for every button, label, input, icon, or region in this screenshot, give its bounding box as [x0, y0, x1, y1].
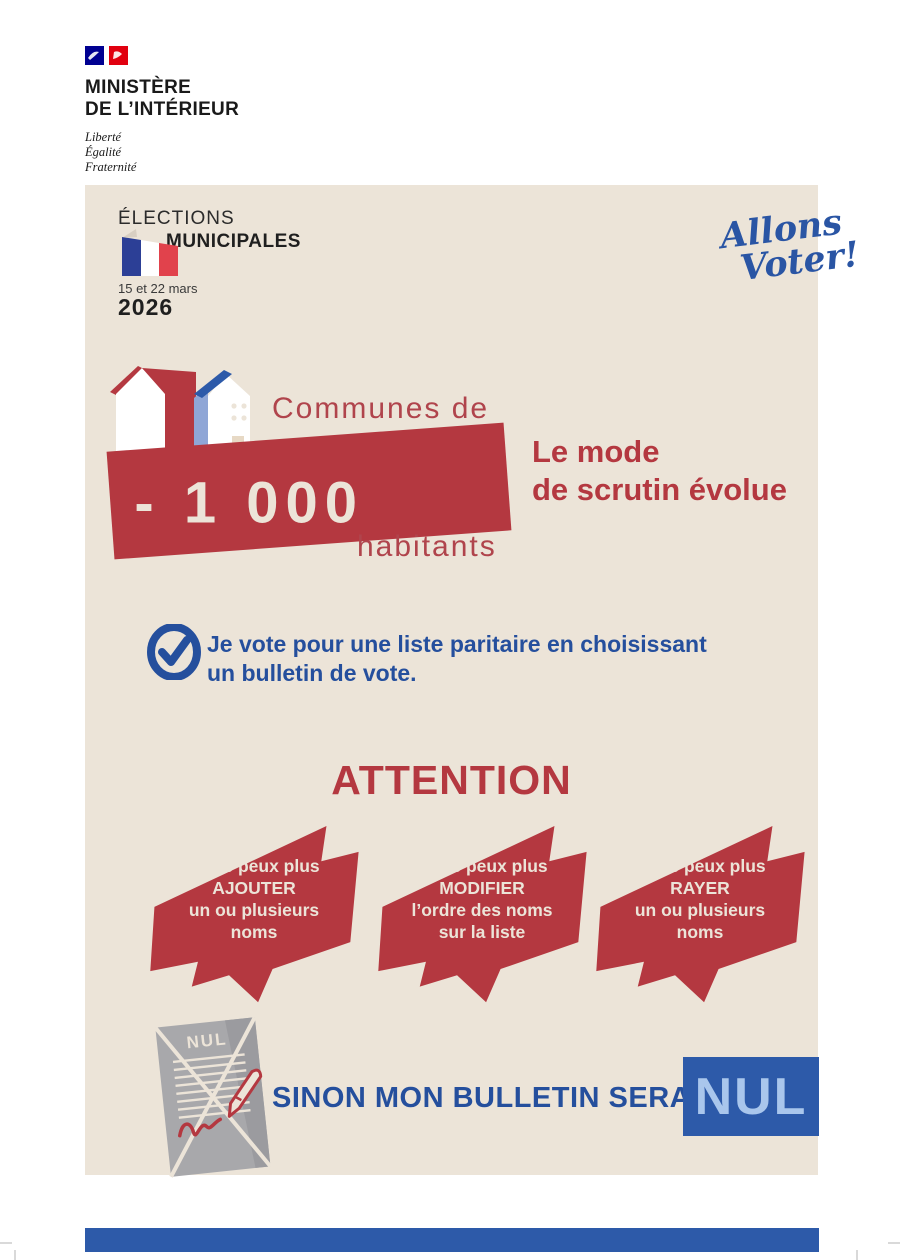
- elections-title-line1: ÉLECTIONS: [118, 208, 235, 229]
- ribbon-line: Je ne peux plus: [416, 856, 548, 876]
- ballot-flag-icon: [122, 229, 178, 276]
- communes-suffix: habitants: [357, 530, 497, 563]
- nul-box-label: NUL: [694, 1067, 808, 1126]
- ribbon-line: l’ordre des noms: [411, 900, 553, 920]
- ribbon-line: noms: [230, 922, 278, 942]
- ribbon-line: sur la liste: [438, 922, 526, 942]
- check-icon: [147, 624, 201, 680]
- elections-title-line2: MUNICIPALES: [166, 231, 301, 252]
- communes-prefix: Communes de: [272, 392, 490, 425]
- bottom-accent-bar: [85, 1228, 819, 1252]
- elections-dates: 15 et 22 mars: [118, 281, 198, 296]
- crop-mark: [856, 1250, 858, 1260]
- motto-liberte: Liberté: [85, 130, 122, 144]
- communes-number: - 1 000: [134, 470, 364, 536]
- houses-icon: [110, 366, 250, 453]
- mode-title-line1: Le mode: [532, 434, 660, 469]
- ribbon-shape-icon: [378, 826, 587, 1003]
- signature-squiggle: [178, 1117, 223, 1138]
- ribbon-line: un ou plusieurs: [634, 900, 766, 920]
- ribbon-line: Je ne peux plus: [634, 856, 766, 876]
- ribbon-rayer: Je ne peux plus RAYER un ou plusieurs no…: [588, 815, 816, 1007]
- ministry-logo: MINISTÈRE DE L’INTÉRIEUR Liberté Égalité…: [85, 46, 239, 175]
- ribbon-line: un ou plusieurs: [188, 900, 320, 920]
- ribbon-modifier: Je ne peux plus MODIFIER l’ordre des nom…: [370, 815, 598, 1007]
- ribbon-ajouter: Je ne peux plus AJOUTER un ou plusieurs …: [142, 815, 370, 1007]
- mode-title: Le mode de scrutin évolue: [532, 433, 787, 509]
- crop-mark: [14, 1250, 16, 1260]
- ribbon-text: Je ne peux plus AJOUTER un ou plusieurs …: [148, 855, 360, 943]
- ribbon-text: Je ne peux plus MODIFIER l’ordre des nom…: [376, 855, 588, 943]
- ribbon-text: Je ne peux plus RAYER un ou plusieurs no…: [594, 855, 806, 943]
- ministry-name-line2: DE L’INTÉRIEUR: [85, 99, 240, 120]
- ministry-name-line1: MINISTÈRE: [85, 77, 192, 98]
- ribbon-shape-icon: [150, 826, 359, 1003]
- crop-mark: [0, 1242, 12, 1244]
- ribbon-line: MODIFIER: [439, 878, 525, 898]
- nul-ballot-icon: NUL: [153, 1016, 273, 1178]
- nul-box: NUL: [683, 1057, 819, 1136]
- ribbon-line: Je ne peux plus: [188, 856, 320, 876]
- motto-egalite: Égalité: [85, 145, 122, 159]
- slogan-line2: Voter!: [737, 233, 862, 290]
- attention-title: ATTENTION: [331, 757, 572, 803]
- elections-year: 2026: [118, 294, 174, 320]
- poster-panel: [85, 185, 818, 1175]
- ministry-flag-icon: [85, 46, 128, 65]
- ribbon-line: noms: [676, 922, 724, 942]
- crop-mark: [888, 1242, 900, 1244]
- sinon-text: SINON MON BULLETIN SERA: [272, 1082, 692, 1114]
- ribbon-line: AJOUTER: [212, 878, 296, 898]
- ribbon-shape-icon: [596, 826, 805, 1003]
- vote-text: Je vote pour une liste paritaire en choi…: [207, 630, 707, 688]
- ribbon-line: RAYER: [670, 878, 730, 898]
- ballot-nul-label: NUL: [186, 1029, 229, 1052]
- motto-fraternite: Fraternité: [85, 160, 137, 174]
- mode-title-line2: de scrutin évolue: [532, 472, 787, 507]
- pen-icon: [227, 1068, 263, 1118]
- vote-text-line2: un bulletin de vote.: [207, 660, 417, 686]
- vote-text-line1: Je vote pour une liste paritaire en choi…: [207, 631, 707, 657]
- allons-voter-slogan: Allons Voter!: [718, 202, 862, 290]
